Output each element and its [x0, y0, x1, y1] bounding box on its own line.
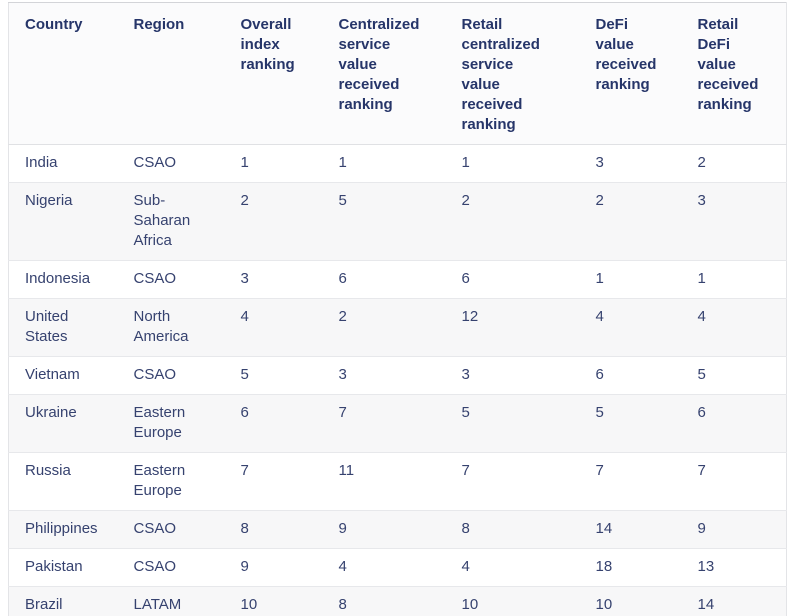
cell-overall-index-ranking: 2	[240, 192, 249, 209]
cell-defi-ranking: 7	[595, 462, 604, 479]
cell-retail-defi-ranking: 5	[697, 366, 706, 383]
cell-defi-ranking: 14	[595, 520, 613, 537]
header-row: Country Region Overall index ranking Cen…	[8, 2, 787, 145]
cell-retail-defi-ranking: 9	[697, 520, 706, 537]
cell-region: CSAO	[133, 558, 177, 575]
cell-centralized-service-ranking: 7	[338, 404, 347, 421]
cell-overall-index-ranking: 9	[240, 558, 249, 575]
cell-centralized-service-ranking: 4	[338, 558, 347, 575]
cell-retail-defi-ranking: 13	[697, 558, 715, 575]
cell-retail-defi-ranking: 14	[697, 596, 715, 613]
cell-overall-index-ranking: 7	[240, 462, 249, 479]
cell-overall-index-ranking: 1	[240, 154, 249, 171]
cell-retail-centralized-service-ranking: 12	[461, 308, 479, 325]
table-row: India CSAO 1 1 1 3 2	[9, 145, 787, 183]
cell-region: CSAO	[133, 270, 177, 287]
cell-centralized-service-ranking: 2	[338, 308, 347, 325]
cell-retail-centralized-service-ranking: 5	[461, 404, 470, 421]
col-header-centralized-service-value-received-ranking: Centralized service value received ranki…	[322, 2, 446, 145]
table-row: Indonesia CSAO 3 6 6 1 1	[8, 260, 787, 299]
cell-defi-ranking: 4	[595, 308, 604, 325]
cell-country: Pakistan	[25, 558, 83, 575]
table-row: Brazil LATAM 10 8 10 10 14	[8, 586, 787, 616]
cell-country: Nigeria	[25, 192, 73, 209]
cell-retail-defi-ranking: 1	[697, 270, 706, 287]
cell-country: Philippines	[25, 520, 98, 537]
cell-retail-centralized-service-ranking: 4	[461, 558, 470, 575]
cell-defi-ranking: 18	[595, 558, 613, 575]
col-header-overall-index-ranking: Overall index ranking	[224, 2, 323, 145]
cell-retail-defi-ranking: 6	[697, 404, 706, 421]
cell-country: Indonesia	[25, 270, 91, 287]
table-row: Philippines CSAO 8 9 8 14 9	[8, 510, 787, 549]
cell-defi-ranking: 10	[595, 596, 613, 613]
cell-overall-index-ranking: 8	[240, 520, 249, 537]
col-header-retail-centralized-service-value-received-ranking: Retail centralized service value receive…	[445, 2, 580, 145]
cell-retail-centralized-service-ranking: 3	[461, 366, 470, 383]
cell-country: Russia	[25, 462, 71, 479]
cell-region: CSAO	[133, 520, 177, 537]
table-row: Vietnam CSAO 5 3 3 6 5	[8, 356, 787, 395]
table-row: Pakistan CSAO 9 4 4 18 13	[8, 548, 787, 587]
cell-retail-centralized-service-ranking: 7	[461, 462, 470, 479]
cell-centralized-service-ranking: 11	[338, 462, 355, 479]
cell-region: CSAO	[133, 366, 177, 383]
cell-retail-centralized-service-ranking: 6	[461, 270, 470, 287]
cell-overall-index-ranking: 6	[240, 404, 249, 421]
cell-defi-ranking: 3	[595, 154, 604, 171]
cell-defi-ranking: 5	[595, 404, 604, 421]
col-header-retail-defi-value-received-ranking: Retail DeFi value received ranking	[681, 2, 787, 145]
cell-overall-index-ranking: 10	[240, 596, 258, 613]
cell-country: Brazil	[25, 596, 63, 613]
cell-defi-ranking: 6	[595, 366, 604, 383]
col-header-defi-value-received-ranking: DeFi value received ranking	[579, 2, 682, 145]
cell-centralized-service-ranking: 5	[338, 192, 347, 209]
cell-overall-index-ranking: 5	[240, 366, 249, 383]
adoption-index-table: Country Region Overall index ranking Cen…	[8, 2, 787, 616]
table-row: Nigeria Sub- Saharan Africa 2 5 2 2 3	[8, 182, 787, 261]
cell-retail-centralized-service-ranking: 2	[461, 192, 470, 209]
cell-region: Eastern Europe	[133, 404, 186, 441]
cell-region: Eastern Europe	[133, 462, 186, 499]
cell-region: LATAM	[133, 596, 182, 613]
cell-retail-defi-ranking: 3	[697, 192, 706, 209]
cell-centralized-service-ranking: 8	[338, 596, 347, 613]
cell-overall-index-ranking: 3	[240, 270, 249, 287]
table-header: Country Region Overall index ranking Cen…	[8, 2, 787, 145]
cell-country: Ukraine	[25, 404, 77, 421]
col-header-region: Region	[117, 2, 225, 145]
cell-country: Vietnam	[25, 366, 80, 383]
cell-retail-centralized-service-ranking: 1	[461, 154, 470, 171]
table-body: India CSAO 1 1 1 3 2 Nigeria Sub- Sahara…	[8, 145, 787, 616]
col-header-country: Country	[8, 2, 118, 145]
cell-region: North America	[133, 308, 189, 345]
cell-country: United States	[25, 308, 69, 345]
adoption-index-table-container: Country Region Overall index ranking Cen…	[8, 2, 787, 616]
cell-centralized-service-ranking: 6	[338, 270, 347, 287]
table-row: United States North America 4 2 12 4 4	[8, 298, 787, 357]
cell-centralized-service-ranking: 3	[338, 366, 347, 383]
cell-centralized-service-ranking: 9	[338, 520, 347, 537]
cell-retail-defi-ranking: 4	[697, 308, 706, 325]
cell-retail-defi-ranking: 7	[697, 462, 706, 479]
cell-overall-index-ranking: 4	[240, 308, 249, 325]
cell-region: Sub- Saharan Africa	[133, 192, 191, 249]
cell-centralized-service-ranking: 1	[338, 154, 347, 171]
cell-defi-ranking: 1	[595, 270, 604, 287]
table-row: Ukraine Eastern Europe 6 7 5 5 6	[8, 394, 787, 453]
cell-retail-defi-ranking: 2	[697, 154, 706, 171]
table-row: Russia Eastern Europe 7 11 7 7 7	[8, 452, 787, 511]
cell-defi-ranking: 2	[595, 192, 604, 209]
cell-country: India	[25, 154, 58, 171]
cell-region: CSAO	[133, 154, 177, 171]
cell-retail-centralized-service-ranking: 8	[461, 520, 470, 537]
cell-retail-centralized-service-ranking: 10	[461, 596, 479, 613]
